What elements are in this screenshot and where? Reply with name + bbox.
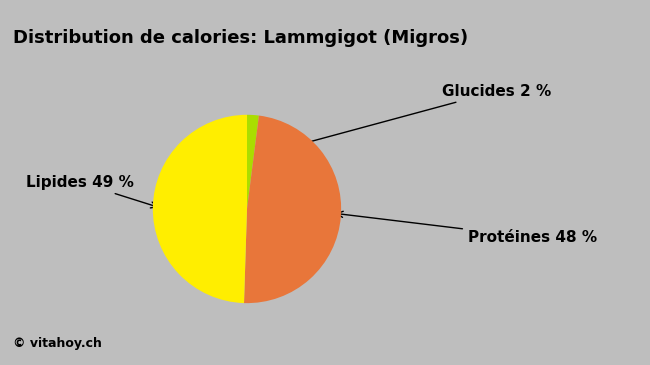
- Wedge shape: [244, 116, 341, 303]
- Text: Glucides 2 %: Glucides 2 %: [257, 84, 551, 158]
- Wedge shape: [153, 115, 247, 303]
- Text: Protéines 48 %: Protéines 48 %: [337, 211, 597, 245]
- Text: © vitahoy.ch: © vitahoy.ch: [13, 337, 102, 350]
- Wedge shape: [247, 115, 259, 209]
- Text: Distribution de calories: Lammgigot (Migros): Distribution de calories: Lammgigot (Mig…: [13, 29, 468, 47]
- Text: Lipides 49 %: Lipides 49 %: [26, 175, 157, 208]
